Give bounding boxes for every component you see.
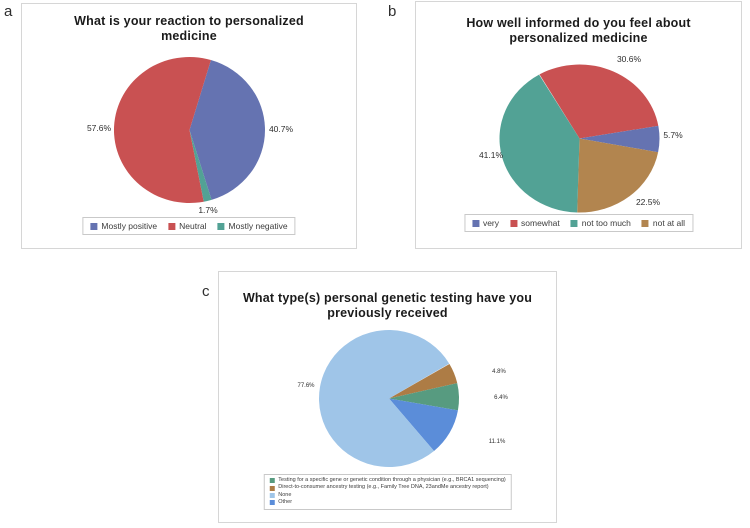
pie-slice-a-2 — [189, 130, 212, 202]
panel-a: What is your reaction to personalized me… — [21, 3, 357, 249]
chart-title-b: How well informed do you feel about pers… — [466, 16, 691, 45]
legend-swatch-icon — [269, 485, 275, 491]
legend-label: Direct-to-consumer ancestry testing (e.g… — [278, 484, 489, 491]
legend-item-b-1: somewhat — [510, 218, 560, 228]
pct-label-a-2: 1.7% — [198, 205, 218, 215]
pie-slice-b-1 — [539, 64, 659, 139]
pct-label-c-1: 4.8% — [492, 369, 506, 375]
legend-item-c-3: Other — [269, 499, 505, 506]
legend-item-b-3: not at all — [641, 218, 686, 228]
panel-letter-a: a — [4, 3, 13, 20]
legend-c: Testing for a specific gene or genetic c… — [263, 474, 512, 510]
legend-swatch-icon — [269, 478, 275, 484]
legend-item-c-0: Testing for a specific gene or genetic c… — [269, 477, 506, 484]
pie-slice-b-3 — [577, 138, 659, 213]
chart-title-a: What is your reaction to personalized me… — [74, 14, 304, 43]
legend-label: Mostly negative — [228, 221, 288, 231]
pie-slice-b-2 — [499, 74, 580, 213]
legend-swatch-icon — [471, 219, 479, 227]
legend-swatch-icon — [90, 222, 98, 230]
pie-slice-c-0 — [389, 383, 459, 411]
legend-a: Mostly positive Neutral Mostly negative — [82, 217, 296, 235]
panel-letter-b: b — [388, 3, 397, 20]
pct-label-c-0: 6.4% — [494, 395, 508, 401]
legend-swatch-icon — [570, 219, 578, 227]
legend-label: not at all — [652, 218, 686, 228]
pie-slice-a-0 — [189, 60, 265, 200]
pie-slice-b-0 — [579, 125, 660, 153]
pct-label-a-1: 57.6% — [86, 123, 112, 133]
pct-label-b-3: 22.5% — [635, 197, 661, 207]
legend-label: very — [482, 218, 500, 228]
legend-b: very somewhat not too much not at all — [463, 214, 694, 232]
legend-label: Other — [278, 499, 293, 506]
legend-item-a-0: Mostly positive — [90, 221, 157, 231]
legend-label: None — [278, 491, 292, 498]
legend-label: Testing for a specific gene or genetic c… — [278, 477, 506, 483]
legend-item-b-0: very — [471, 218, 500, 228]
pct-label-c-3: 11.1% — [488, 439, 506, 445]
pct-label-b-0: 5.7% — [663, 130, 683, 140]
legend-item-c-1: Direct-to-consumer ancestry testing (e.g… — [269, 484, 505, 491]
legend-item-c-2: None — [269, 492, 505, 499]
legend-swatch-icon — [217, 222, 225, 230]
legend-swatch-icon — [641, 219, 649, 227]
legend-label: Neutral — [179, 221, 207, 231]
legend-label: somewhat — [521, 218, 560, 228]
pct-label-b-1: 30.6% — [616, 54, 642, 64]
panel-b: How well informed do you feel about pers… — [415, 1, 742, 249]
pct-label-c-2: 77.6% — [297, 383, 315, 389]
panel-c: What type(s) personal genetic testing ha… — [218, 271, 557, 523]
legend-item-a-1: Neutral — [168, 221, 207, 231]
legend-item-a-2: Mostly negative — [217, 221, 288, 231]
pie-chart-c — [318, 330, 459, 468]
legend-label: not too much — [581, 218, 631, 228]
pie-chart-b — [499, 64, 660, 213]
pct-label-a-0: 40.7% — [268, 124, 294, 134]
pie-slice-c-2 — [318, 330, 450, 468]
pie-slice-a-1 — [113, 56, 211, 203]
legend-swatch-icon — [269, 493, 275, 499]
legend-swatch-icon — [269, 500, 275, 506]
chart-title-c: What type(s) personal genetic testing ha… — [242, 291, 533, 320]
panel-letter-c: c — [202, 283, 210, 300]
legend-swatch-icon — [168, 222, 176, 230]
legend-label: Mostly positive — [101, 221, 158, 231]
pie-chart-a — [113, 56, 265, 203]
pct-label-b-2: 41.1% — [478, 150, 504, 160]
legend-item-b-2: not too much — [570, 218, 631, 228]
legend-swatch-icon — [510, 219, 518, 227]
pie-slice-c-1 — [389, 363, 458, 399]
pie-slice-c-3 — [389, 398, 458, 451]
